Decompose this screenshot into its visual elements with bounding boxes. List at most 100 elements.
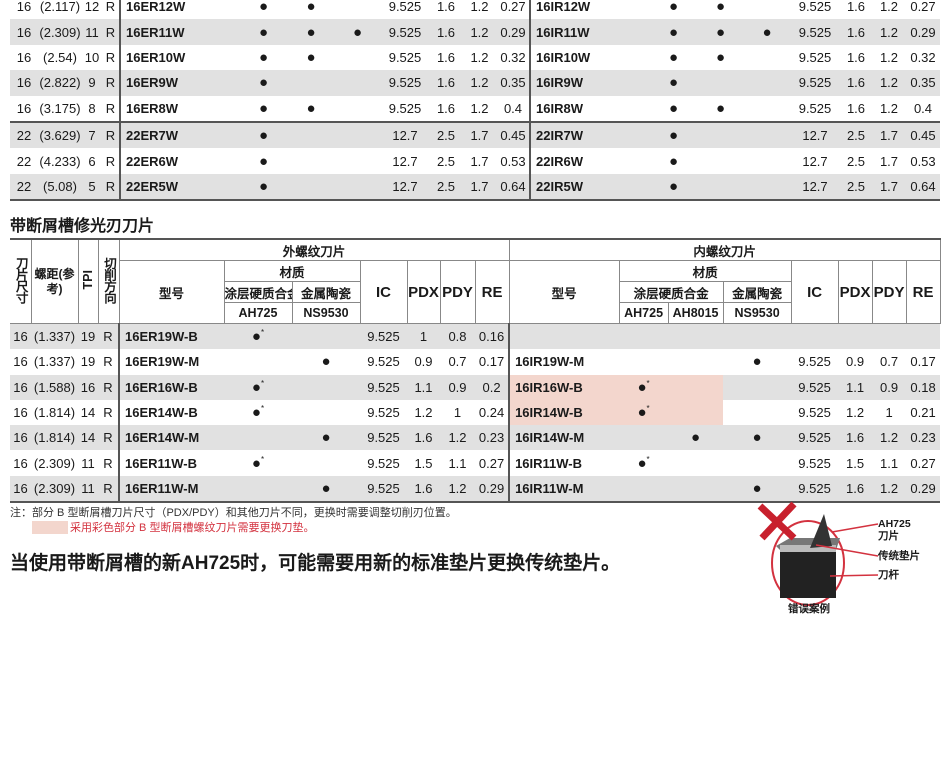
int-ic: 9.525 [791, 475, 839, 503]
int-availability-dot-icon [619, 323, 669, 350]
insert-size: 16 [10, 19, 38, 45]
ext-availability-dot-icon [287, 120, 335, 149]
ext-availability-dot-icon: ● [258, 0, 269, 16]
ext-availability-dot-icon: ● [292, 425, 360, 451]
ext-model: 16ER12W [119, 0, 240, 20]
note-highlight-text: 采用彩色部分 B 型断屑槽螺纹刀片需要更换刀垫。 [70, 522, 315, 534]
pitch: (2.117) [39, 0, 81, 15]
ext-availability-dot-icon [335, 173, 380, 201]
int-availability-dot-icon: ● [668, 152, 679, 170]
pitch: (2.309) [31, 475, 78, 503]
cut-direction: R [103, 354, 113, 370]
int-availability-dot-icon: ● [668, 0, 679, 16]
ext-availability-dot-icon: ●* [224, 374, 292, 400]
ext-pdx: 1.6 [430, 70, 462, 96]
table-row: 16 (1.588) 16 R 16ER16W-B ●* 9.525 1.1 0.9 0.2 16I… [10, 374, 941, 400]
ext-availability-dot-icon [292, 374, 360, 400]
int-re: 0.53 [910, 153, 936, 169]
header-ext-coated-carbide: 涂层硬质合金 [223, 281, 293, 303]
tpi: 19 [78, 323, 98, 350]
ext-re: 0.17 [478, 354, 505, 370]
int-availability-dot-icon: ● [650, 70, 697, 96]
ext-re: 0.4 [503, 100, 523, 116]
cut-direction: R [98, 425, 119, 451]
ext-availability-dot-icon: ● [258, 99, 269, 117]
tpi: 11 [82, 19, 102, 45]
insert-size: 16 [16, 100, 32, 116]
int-ic: 9.525 [798, 455, 831, 471]
header-int-re: RE [905, 260, 941, 324]
pitch: (4.233) [39, 153, 81, 169]
cut-direction: R [102, 173, 120, 201]
int-availability-dot-icon [697, 70, 744, 96]
cut-direction: R [105, 153, 116, 169]
ext-model: 16ER10W [119, 44, 240, 71]
ext-ic: 9.525 [360, 425, 407, 451]
cut-direction: R [102, 70, 120, 96]
ext-availability-dot-icon: ● [258, 48, 269, 66]
pitch: (1.588) [31, 374, 78, 400]
header-cut-direction: 切削方向 [97, 238, 120, 324]
ext-pdy: 1.7 [470, 153, 489, 169]
int-model: 16IR16W-B [508, 374, 620, 400]
ext-pdx: 2.5 [430, 120, 462, 149]
int-availability-dot-icon: ● [723, 475, 792, 503]
insert-size: 16 [13, 455, 28, 471]
int-model [508, 323, 620, 350]
ext-availability-dot-icon: ● [287, 19, 335, 45]
ext-availability-dot-icon [335, 45, 380, 70]
insert-size: 22 [10, 173, 38, 201]
ext-availability-dot-icon: ● [240, 120, 287, 149]
ext-pdy: 1.2 [470, 49, 489, 65]
int-model: 16IR10W [529, 44, 650, 71]
header-ext-ns9530: NS9530 [291, 302, 361, 324]
int-re: 0.4 [913, 100, 933, 116]
int-ic: 9.525 [791, 425, 839, 451]
ext-model: 22ER5W [119, 173, 240, 201]
int-ic: 12.7 [790, 173, 840, 201]
int-availability-dot-icon [723, 450, 791, 475]
header-int-ah725: AH725 [618, 302, 669, 324]
int-availability-dot-icon: ● [715, 48, 726, 66]
ext-availability-dot-icon: ● [306, 99, 316, 117]
pitch: (2.822) [38, 70, 82, 96]
ext-availability-dot-icon [224, 475, 292, 503]
ext-availability-dot-icon [335, 0, 380, 19]
int-availability-dot-icon: ● [715, 0, 726, 16]
ext-re: 0.35 [497, 70, 530, 96]
diagram-caption: 错误案例 [788, 603, 830, 615]
int-availability-dot-icon: ●* [637, 454, 650, 472]
int-availability-dot-icon: ● [650, 120, 697, 149]
table-row: 16 (2.309) 11 R 16ER11W-B ●* 9.525 1.5 1.1 0.27 16… [10, 450, 940, 476]
section-title: 带断屑槽修光刃刀片 [10, 218, 155, 235]
ext-ic: 12.7 [380, 120, 430, 149]
ext-pdy: 1.2 [440, 475, 475, 503]
int-availability-dot-icon: ● [697, 19, 744, 45]
insert-size: 16 [13, 405, 28, 421]
table-row: 16 (1.337) 19 R 16ER19W-B ●* 9.525 1 0.8 0.16 [10, 323, 941, 350]
int-pdy: 1.2 [879, 49, 899, 65]
pitch: (1.337) [33, 354, 76, 370]
int-re: 0.17 [910, 354, 936, 370]
ext-pdx: 1.6 [407, 425, 440, 451]
header-int-ah8015: AH8015 [667, 302, 724, 324]
header-ext-material: 材质 [223, 260, 361, 282]
ext-availability-dot-icon [292, 450, 360, 475]
int-ic: 12.7 [790, 120, 840, 149]
ext-availability-dot-icon: ● [306, 48, 316, 66]
ext-ic: 9.525 [360, 323, 407, 350]
int-ic: 9.525 [798, 0, 832, 15]
pitch: (1.814) [31, 425, 78, 451]
int-re: 0.23 [906, 425, 941, 451]
insert-size: 16 [10, 475, 31, 503]
int-model: 16IR11W-B [508, 450, 620, 476]
ext-ic: 9.525 [388, 0, 422, 15]
int-availability-dot-icon: ● [744, 19, 790, 45]
tpi: 14 [78, 425, 98, 451]
cut-direction: R [105, 100, 116, 116]
int-pdx: 1.6 [846, 49, 866, 65]
int-model: 22IR5W [529, 173, 650, 201]
int-availability-dot-icon [744, 96, 790, 122]
int-availability-dot-icon [668, 475, 724, 503]
ext-pdy: 1.2 [462, 19, 497, 45]
